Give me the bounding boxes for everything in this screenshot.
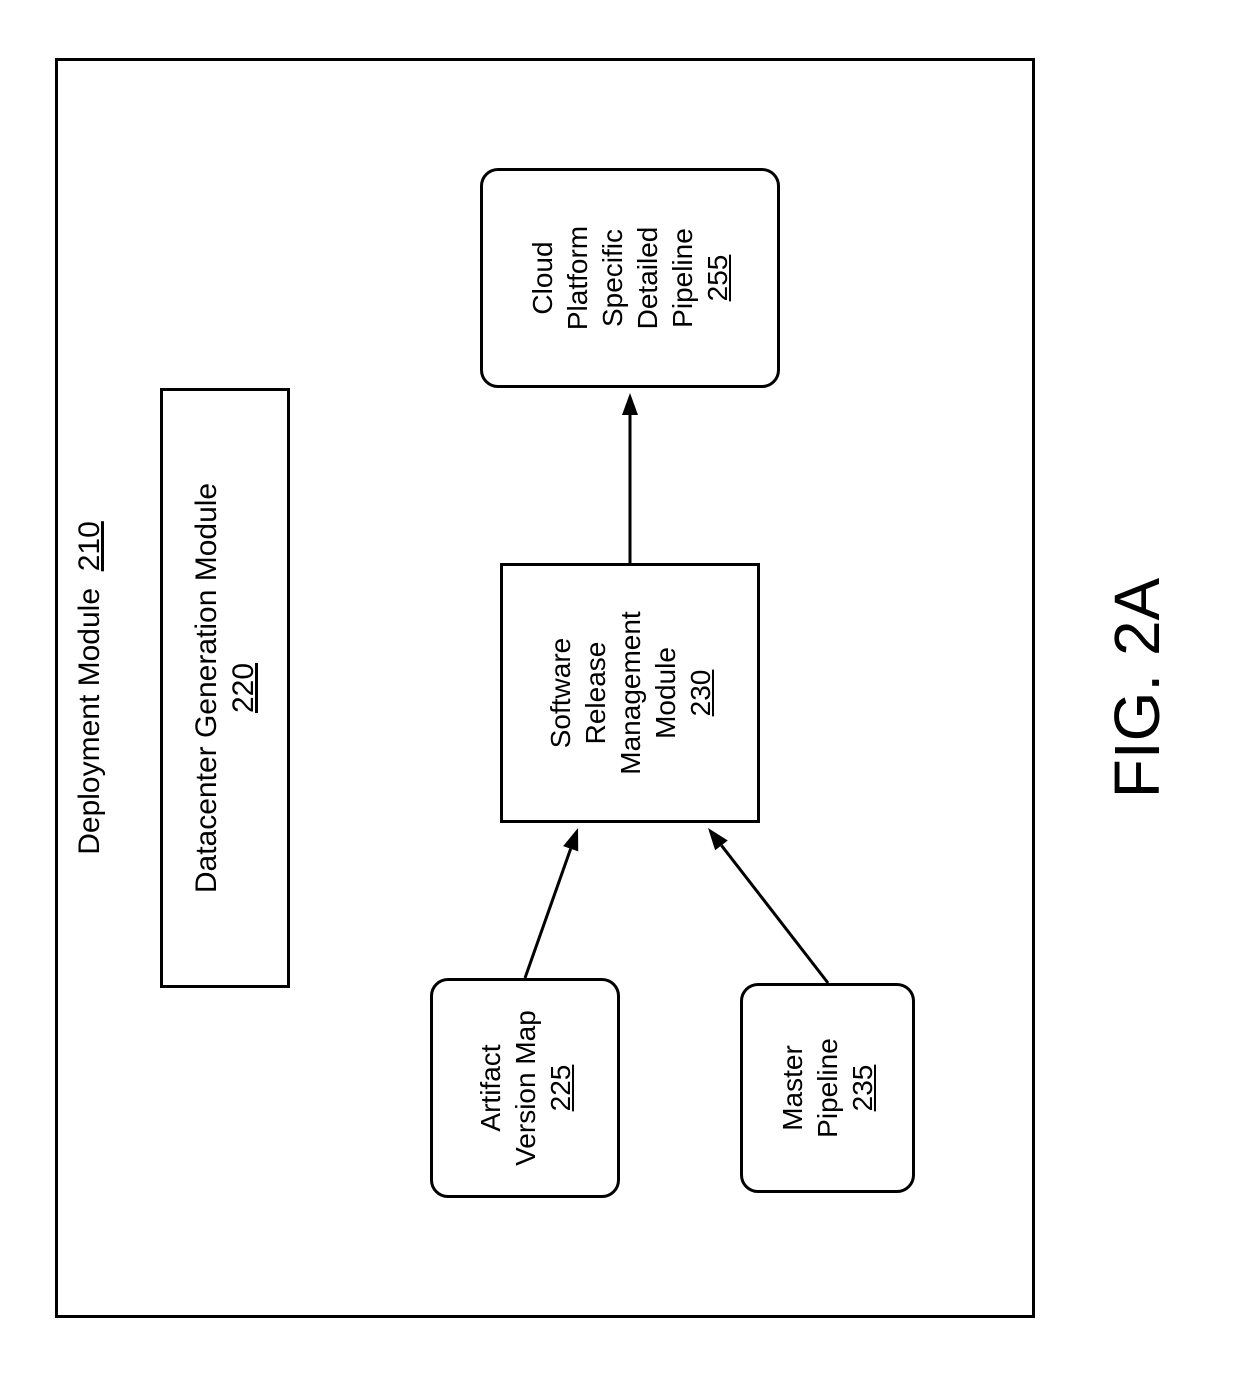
page: Deployment Module 210 Datacenter Generat…: [0, 0, 1240, 1378]
arrows: [0, 0, 1240, 1378]
figure-caption: FIG. 2A: [1100, 518, 1174, 858]
diagram-rotated: Deployment Module 210 Datacenter Generat…: [0, 0, 1240, 1378]
